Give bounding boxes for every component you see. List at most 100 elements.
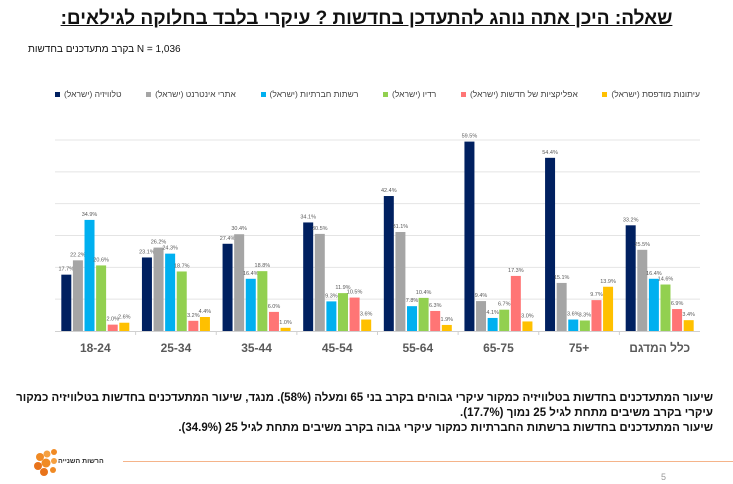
bar <box>476 301 487 331</box>
finding-2: שיעור המתעדכנים בחדשות ברשתות החברתיות כ… <box>178 422 713 434</box>
data-label: 17.7% <box>59 267 75 273</box>
bar <box>72 260 83 331</box>
data-label: 17.3% <box>508 268 524 274</box>
data-label: 4.4% <box>199 309 212 315</box>
bar <box>61 274 72 331</box>
bar <box>222 243 233 331</box>
bar <box>349 297 360 331</box>
legend-label: עיתונות מודפסת (ישראל) <box>611 89 700 99</box>
legend-label: טלוויזיה (ישראל) <box>64 89 122 99</box>
bar <box>326 301 337 331</box>
bar <box>683 320 694 331</box>
data-label: 30.5% <box>312 226 328 232</box>
bar <box>107 324 118 331</box>
category-label: 18-24 <box>80 341 111 355</box>
bar <box>510 275 521 331</box>
data-label: 3.3% <box>579 312 592 318</box>
category-label: 45-54 <box>322 341 353 355</box>
bar <box>188 320 199 331</box>
data-label: 24.3% <box>162 246 178 252</box>
data-label: 54.4% <box>542 150 558 156</box>
data-label: 10.4% <box>416 290 432 296</box>
data-label: 18.8% <box>255 263 271 269</box>
data-label: 4.1% <box>486 310 499 316</box>
legend-item-apps: אפליקציות של חדשות (ישראל) <box>460 89 578 99</box>
finding-1: שיעור המתעדכנים בחדשות בטלוויזיה כמקור ע… <box>16 392 713 419</box>
bar <box>257 271 268 331</box>
bar <box>383 196 394 331</box>
data-label: 18.7% <box>174 263 190 269</box>
data-label: 10.5% <box>347 290 363 296</box>
bar <box>637 249 648 331</box>
bar-chart: 18-24 17.7% 22.2% 34.9% 20.6% 2.0% 2.6% 25-34 23… <box>55 134 700 355</box>
bar <box>672 309 683 331</box>
findings-text: שיעור המתעדכנים בחדשות בטלוויזיה כמקור ע… <box>13 391 713 436</box>
bar <box>648 278 659 331</box>
legend-swatch <box>55 91 60 97</box>
bar <box>660 284 671 331</box>
bar <box>568 319 579 331</box>
data-label: 16.4% <box>646 271 662 277</box>
bar <box>361 319 372 331</box>
data-label: 1.9% <box>441 317 454 323</box>
bar <box>499 309 510 331</box>
bar <box>314 233 325 331</box>
footer-divider <box>123 461 733 462</box>
bar <box>407 306 418 331</box>
data-label: 23.1% <box>139 249 155 255</box>
category-label: 55-64 <box>402 341 433 355</box>
data-label: 13.9% <box>600 279 616 285</box>
bar <box>522 321 533 331</box>
bar <box>280 327 291 331</box>
logo-text: הרשות השנייה <box>58 458 104 465</box>
legend-item-print: עיתונות מודפסת (ישראל) <box>602 89 700 99</box>
data-label: 30.4% <box>231 226 247 232</box>
data-label: 27.4% <box>220 236 236 242</box>
legend-swatch <box>602 91 608 97</box>
bar <box>418 297 429 331</box>
data-label: 6.9% <box>671 301 684 307</box>
category-label: +75 <box>569 341 589 355</box>
data-label: 25.5% <box>634 242 650 248</box>
bar <box>579 320 590 331</box>
data-label: 6.0% <box>268 304 281 310</box>
data-label: 9.3% <box>325 293 338 299</box>
data-label: 6.3% <box>429 303 442 309</box>
data-label: 34.9% <box>82 212 98 218</box>
legend-label: רדיו (ישראל) <box>392 89 437 99</box>
legend-swatch <box>383 91 388 97</box>
category-label: כלל המדגם <box>629 341 690 355</box>
sample-size-note: בקרב מתעדכנים בחדשות N = 1,036 <box>28 44 181 55</box>
page-title: שאלה: היכן אתה נוהג להתעדכן בחדשות ? עיק… <box>60 8 673 29</box>
bar <box>464 141 475 331</box>
data-label: 2.0% <box>106 317 119 323</box>
data-label: 31.1% <box>393 224 409 230</box>
bar <box>84 219 95 331</box>
category-label: 35-44 <box>241 341 272 355</box>
bar <box>556 282 567 331</box>
legend-label: אתרי אינטרנט (ישראל) <box>155 89 236 99</box>
bar <box>199 316 210 331</box>
category-label: 25-34 <box>161 341 192 355</box>
bar <box>441 324 452 331</box>
data-label: 26.2% <box>151 240 167 246</box>
data-label: 33.2% <box>623 217 639 223</box>
bar <box>119 322 130 331</box>
data-label: 14.6% <box>658 277 674 283</box>
bar <box>303 222 314 331</box>
bar <box>591 300 602 331</box>
bar <box>245 278 256 331</box>
data-label: 34.1% <box>300 214 316 220</box>
bar <box>165 253 176 331</box>
bar <box>234 234 245 331</box>
bar <box>430 310 441 331</box>
data-label: 2.6% <box>118 315 131 321</box>
legend-item-social: רשתות חברתיות (ישראל) <box>260 89 359 99</box>
legend-label: אפליקציות של חדשות (ישראל) <box>469 89 578 99</box>
bar <box>395 231 406 331</box>
legend-label: רשתות חברתיות (ישראל) <box>269 89 359 99</box>
bar <box>96 265 107 331</box>
data-label: 3.6% <box>360 312 373 318</box>
data-label: 9.7% <box>590 292 603 298</box>
data-label: 16.4% <box>243 271 259 277</box>
